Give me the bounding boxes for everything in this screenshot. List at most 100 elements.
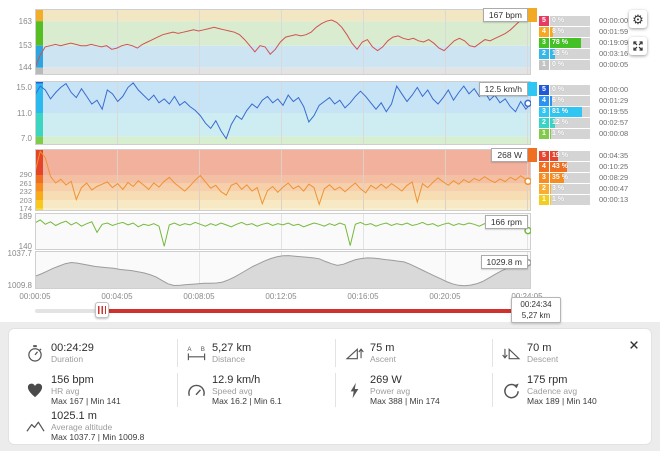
heart-rate-y-tick-label: 163 xyxy=(18,17,32,26)
altitude-y-tick-label: 1037.7 xyxy=(7,249,32,258)
zone-percent-bar: 81 % xyxy=(550,107,590,117)
stat-minmax: Max 1037.7 | Min 1009.8 xyxy=(51,432,145,442)
zone-percent-bar: 1 % xyxy=(550,195,590,205)
zone-percent-label: 78 % xyxy=(552,39,568,46)
altitude-cursor-tooltip: 1029.8 m xyxy=(480,255,528,269)
stat-ascent: 75 m Ascent xyxy=(335,339,486,367)
power-zone-table: 5 19 % 00:04:35 4 43 % 00:10:25 3 35 % 00:08:29 2… xyxy=(539,151,657,206)
heart-rate-chart[interactable] xyxy=(35,9,531,75)
zone-percent-bar: 43 % xyxy=(550,162,590,172)
x-axis-tick-label: 00:08:05 xyxy=(183,292,215,301)
zone-percent-fill xyxy=(550,173,564,183)
zone-percent-fill xyxy=(550,107,583,117)
zone-time: 00:01:59 xyxy=(599,27,629,36)
zone-percent-label: 0 % xyxy=(552,61,565,68)
close-button[interactable] xyxy=(626,337,642,353)
speed-zone-row: 3 81 % 00:19:55 xyxy=(539,107,657,117)
power-cursor-marker xyxy=(524,177,531,186)
stat-value: 156 bpm xyxy=(51,374,94,386)
power-y-tick-label: 261 xyxy=(19,179,32,188)
heart-icon xyxy=(24,382,46,398)
speed-cursor-marker xyxy=(524,99,531,108)
fullscreen-button[interactable] xyxy=(629,37,647,55)
cadence-chart[interactable] xyxy=(35,213,531,250)
speed-cursor-tooltip: 12.5 km/h xyxy=(478,82,537,96)
x-axis-tick-label: 00:16:05 xyxy=(347,292,379,301)
zone-percent-fill xyxy=(550,96,553,106)
stat-speed-avg: 12.9 km/h Speed avg Max 16.2 | Min 6.1 xyxy=(177,373,328,407)
zone-percent-bar: 0 % xyxy=(550,85,590,95)
zone-time: 00:00:00 xyxy=(599,16,629,25)
zone-percent-label: 12 % xyxy=(552,119,568,126)
svg-text:A: A xyxy=(187,346,192,353)
stat-value: 12.9 km/h xyxy=(212,374,261,386)
stat-label: Cadence avg xyxy=(527,386,578,396)
zone-color-tab-icon xyxy=(528,148,537,162)
stat-label: Duration xyxy=(51,354,84,364)
ascent-icon xyxy=(343,346,365,361)
summary-card: 00:24:29 Duration A B 5,27 km Distance 75 m Asc… xyxy=(8,328,652,445)
power-y-tick-label: 203 xyxy=(19,196,32,205)
bolt-icon xyxy=(343,382,365,399)
stat-value: 75 m xyxy=(370,342,395,354)
zone-percent-label: 0 % xyxy=(552,86,565,93)
speed-chart[interactable] xyxy=(35,81,531,145)
speed-y-tick-label: 15.0 xyxy=(16,83,32,92)
zone-number-badge: 4 xyxy=(539,27,549,37)
altitude-cursor-value: 1029.8 m xyxy=(480,255,528,269)
power-y-tick-label: 174 xyxy=(19,204,32,213)
speed-y-tick-label: 11.0 xyxy=(17,109,32,118)
slider-selected-range[interactable] xyxy=(109,309,531,313)
stat-label: Distance xyxy=(212,354,246,364)
zone-percent-label: 19 % xyxy=(552,152,568,159)
zone-time: 00:08:29 xyxy=(599,173,629,182)
zone-time: 00:00:05 xyxy=(599,60,629,69)
zone-percent-bar: 12 % xyxy=(550,118,590,128)
zone-time: 00:03:16 xyxy=(599,49,629,58)
x-axis-tick-label: 00:20:05 xyxy=(429,292,461,301)
stat-hr-avg: 156 bpm HR avg Max 167 | Min 141 xyxy=(17,373,172,407)
zone-number-badge: 2 xyxy=(539,184,549,194)
settings-button[interactable]: ⚙ xyxy=(629,10,647,28)
zone-percent-bar: 19 % xyxy=(550,151,590,161)
x-axis-tick-label: 00:12:05 xyxy=(265,292,297,301)
cadence-cursor-value: 166 rpm xyxy=(484,215,528,229)
zone-time: 00:04:35 xyxy=(599,151,629,160)
zone-percent-label: 43 % xyxy=(552,163,568,170)
zone-time: 00:00:00 xyxy=(599,85,629,94)
zone-percent-label: 81 % xyxy=(552,108,568,115)
zone-number-badge: 5 xyxy=(539,85,549,95)
power-chart[interactable] xyxy=(35,149,531,211)
zone-percent-bar: 13 % xyxy=(550,49,590,59)
heart-rate-zone-row: 3 78 % 00:19:09 xyxy=(539,38,657,48)
stat-cadence-avg: 175 rpm Cadence avg Max 189 | Min 140 xyxy=(492,373,643,407)
altitude-chart[interactable] xyxy=(35,251,531,289)
zone-percent-fill xyxy=(550,38,582,48)
heart-rate-y-tick-label: 144 xyxy=(18,63,32,72)
zone-number-badge: 4 xyxy=(539,96,549,106)
zone-time: 00:01:29 xyxy=(599,96,629,105)
stat-minmax: Max 189 | Min 140 xyxy=(527,396,597,406)
zone-percent-label: 13 % xyxy=(552,50,568,57)
zone-number-badge: 4 xyxy=(539,162,549,172)
charts-region: 163 153 144 167 bpm 15.0 11.0 7.0 12.5 km/h 290 2… xyxy=(7,8,657,323)
zone-percent-fill xyxy=(550,162,568,172)
stat-average-altitude: 1025.1 m Average altitude Max 1037.7 | Min… xyxy=(17,409,217,443)
zone-percent-fill xyxy=(550,151,558,161)
zone-number-badge: 5 xyxy=(539,16,549,26)
zone-number-badge: 2 xyxy=(539,118,549,128)
zone-percent-bar: 6 % xyxy=(550,96,590,106)
x-axis-tick-label: 00:00:05 xyxy=(19,292,51,301)
slider-left-handle[interactable] xyxy=(95,302,109,318)
stat-label: Average altitude xyxy=(51,422,113,432)
zone-color-tab-icon xyxy=(528,8,537,22)
grip-icon xyxy=(98,306,106,314)
